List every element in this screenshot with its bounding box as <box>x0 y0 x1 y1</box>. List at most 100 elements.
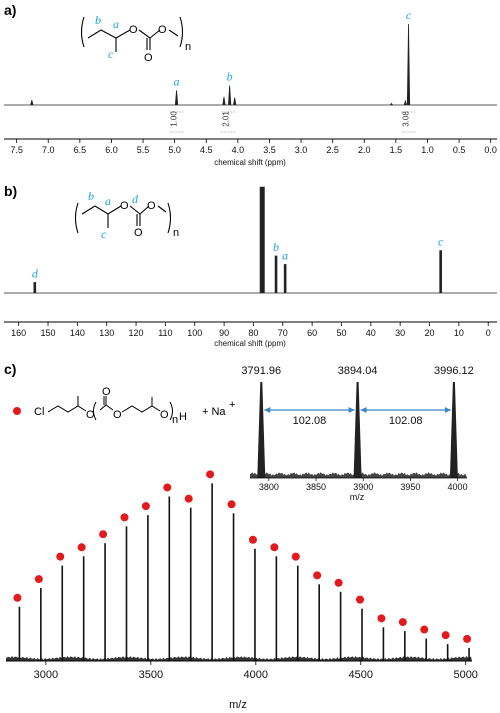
ms-peak-marker <box>463 634 472 643</box>
inset-tick-label: 4000 <box>448 482 468 492</box>
nmr-1h-peak <box>403 99 407 106</box>
ms-peak-marker <box>313 571 322 580</box>
nmr-1h-xlabel: chemical shift (ppm) <box>214 158 286 167</box>
inset-xlabel: m/z <box>350 492 365 502</box>
inset-peak <box>257 382 266 478</box>
nmr-1h-integral-value: 1.00 <box>170 111 179 127</box>
legend-n: n <box>172 414 178 426</box>
nmr-13c-peak-label-c: c <box>438 235 444 249</box>
nmr-13c-tick-label: 70 <box>278 328 288 338</box>
ms-peak <box>254 548 256 661</box>
structure-b-atom-o2: O <box>147 200 156 212</box>
ms-peak-marker <box>34 575 43 584</box>
nmr-13c-tick-label: 50 <box>336 328 346 338</box>
nmr-1h-tick-label: 3.0 <box>295 145 308 155</box>
ms-peak-marker <box>120 513 129 522</box>
nmr-13c-peak <box>33 282 37 293</box>
ms-peak-marker <box>227 500 236 509</box>
nmr-13c-peak <box>283 264 287 293</box>
nmr-13c-tick-label: 110 <box>158 328 172 338</box>
nmr-13c-peak <box>274 255 278 293</box>
nmr-13c-tick-label: 20 <box>424 328 434 338</box>
ms-legend: Cl O O O O n H + Na + <box>13 386 235 426</box>
ms-peak-marker <box>334 578 343 587</box>
inset-tick-label: 3900 <box>353 482 373 492</box>
structure-a-subscript: n <box>185 41 191 53</box>
legend-o3: O <box>113 409 122 421</box>
nmr-13c-peak <box>439 250 442 293</box>
ms-peak <box>211 483 213 661</box>
nmr-1h-tick-label: 6.0 <box>105 145 118 155</box>
ms-peak-marker <box>270 543 279 552</box>
structure-a-atom-o3: O <box>144 52 153 64</box>
nmr-13c-tick-label: 0 <box>486 328 491 338</box>
legend-h: H <box>179 411 187 423</box>
ms-peak-marker <box>13 593 22 602</box>
nmr-1h-tick-label: 4.5 <box>200 145 213 155</box>
ms-peak-marker <box>441 631 450 640</box>
ms-peak <box>361 608 363 661</box>
nmr-1h-tick-label: 4.0 <box>232 145 245 155</box>
structure-a-atom-o1: O <box>129 24 138 36</box>
nmr-13c-tick-label: 30 <box>395 328 405 338</box>
inset-tick-label: 3850 <box>306 482 326 492</box>
nmr-1h-tick-label: 2.5 <box>326 145 339 155</box>
nmr-13c-tick-label: 100 <box>187 328 202 338</box>
inset-spacing-label: 102.08 <box>293 415 327 427</box>
nmr-13c-tick-label: 160 <box>11 328 26 338</box>
structure-a-label-a: a <box>113 17 119 31</box>
nmr-1h-x-axis: 7.5 7.0 6.5 6.0 5.5 5.0 4.5 4.0 3.5 3.0 2.5 2.0 1.5 1… <box>4 138 497 155</box>
structure-a-label-b: b <box>95 13 101 27</box>
nmr-13c-tick-label: 90 <box>219 328 229 338</box>
ms-peak <box>339 591 342 661</box>
nmr-1h-peak-label-b: b <box>227 70 233 84</box>
ms-peak <box>189 507 192 661</box>
panel-b-label: b) <box>4 183 17 199</box>
nmr-13c-tick-label: 10 <box>454 328 464 338</box>
nmr-1h-integral-value: 3.08 <box>402 111 411 127</box>
legend-o4: O <box>160 409 169 421</box>
ms-peak <box>125 526 128 661</box>
ms-peak <box>382 627 385 661</box>
legend-cl: Cl <box>34 406 44 418</box>
legend-o1: O <box>86 409 95 421</box>
nmr-1h-tick-label: 0.5 <box>453 145 466 155</box>
nmr-13c-tick-label: 120 <box>129 328 144 338</box>
inset-peak <box>449 382 458 478</box>
inset-peak-label: 3894.04 <box>338 365 378 377</box>
ms-tick-label: 3000 <box>34 669 58 681</box>
ms-peak <box>404 631 406 661</box>
nmr-13c-peak <box>259 186 265 293</box>
nmr-1h-tick-label: 5.5 <box>137 145 150 155</box>
ms-spectrum <box>6 470 472 661</box>
nmr-13c-tick-label: 60 <box>307 328 317 338</box>
nmr-1h-peak-label-a: a <box>174 74 180 88</box>
inset-spacing-label: 102.08 <box>389 415 423 427</box>
ms-peak <box>318 584 320 661</box>
panel-c-label: c) <box>4 361 16 377</box>
structure-a-atom-o2: O <box>158 24 167 36</box>
ms-peak <box>104 543 106 661</box>
ms-peak <box>168 496 171 661</box>
ms-peak <box>18 606 21 661</box>
nmr-1h-tick-label: 3.5 <box>263 145 276 155</box>
nmr-1h-peak <box>233 97 237 106</box>
inset-peak-label: 3791.96 <box>241 365 281 377</box>
nmr-13c-peak-label-a: a <box>282 248 288 262</box>
ms-peak <box>446 644 449 661</box>
ms-peak <box>425 638 428 661</box>
ms-inset: 3791.96 3894.04 3996.12 102.08 102.08 3800 385… <box>241 365 473 492</box>
nmr-1h-tick-label: 7.0 <box>42 145 55 155</box>
nmr-1h-peak <box>406 23 411 106</box>
nmr-13c-xlabel: chemical shift (ppm) <box>214 339 286 348</box>
nmr-1h-spectrum: a bc1.00 2.01 3.08 <box>4 8 497 133</box>
inset-tick-label: 3950 <box>400 482 420 492</box>
structure-b-label-a: a <box>105 194 111 208</box>
structure-a-label-c: c <box>108 47 114 61</box>
structure-b-atom-o3: O <box>134 227 143 239</box>
ms-tick-label: 3500 <box>139 669 163 681</box>
legend-o2: O <box>102 386 111 398</box>
